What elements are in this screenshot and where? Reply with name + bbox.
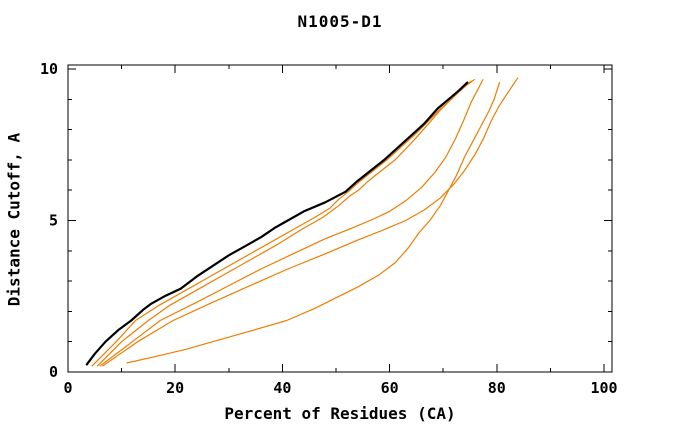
x-tick-label: 80	[488, 379, 506, 397]
orange-curve-1	[91, 80, 472, 367]
black-reference-curve	[85, 81, 469, 366]
x-tick-label: 60	[381, 379, 399, 397]
x-tick-label: 40	[273, 379, 291, 397]
orange-curve-5-outlier	[126, 81, 501, 364]
x-tick-label: 100	[590, 379, 617, 397]
x-tick-label: 20	[166, 379, 184, 397]
orange-curve-2	[96, 78, 475, 367]
x-axis-label: Percent of Residues (CA)	[224, 404, 456, 423]
orange-curve-3	[99, 78, 484, 367]
y-tick-label: 5	[49, 212, 58, 230]
orange-curve-4	[102, 77, 519, 367]
chart-title: N1005-D1	[297, 12, 383, 31]
plot-frame	[67, 64, 613, 373]
x-tick-label: 0	[63, 379, 72, 397]
y-axis-label: Distance Cutoff, A	[4, 132, 24, 307]
y-tick-label: 0	[49, 363, 58, 381]
y-tick-label: 10	[40, 60, 58, 78]
